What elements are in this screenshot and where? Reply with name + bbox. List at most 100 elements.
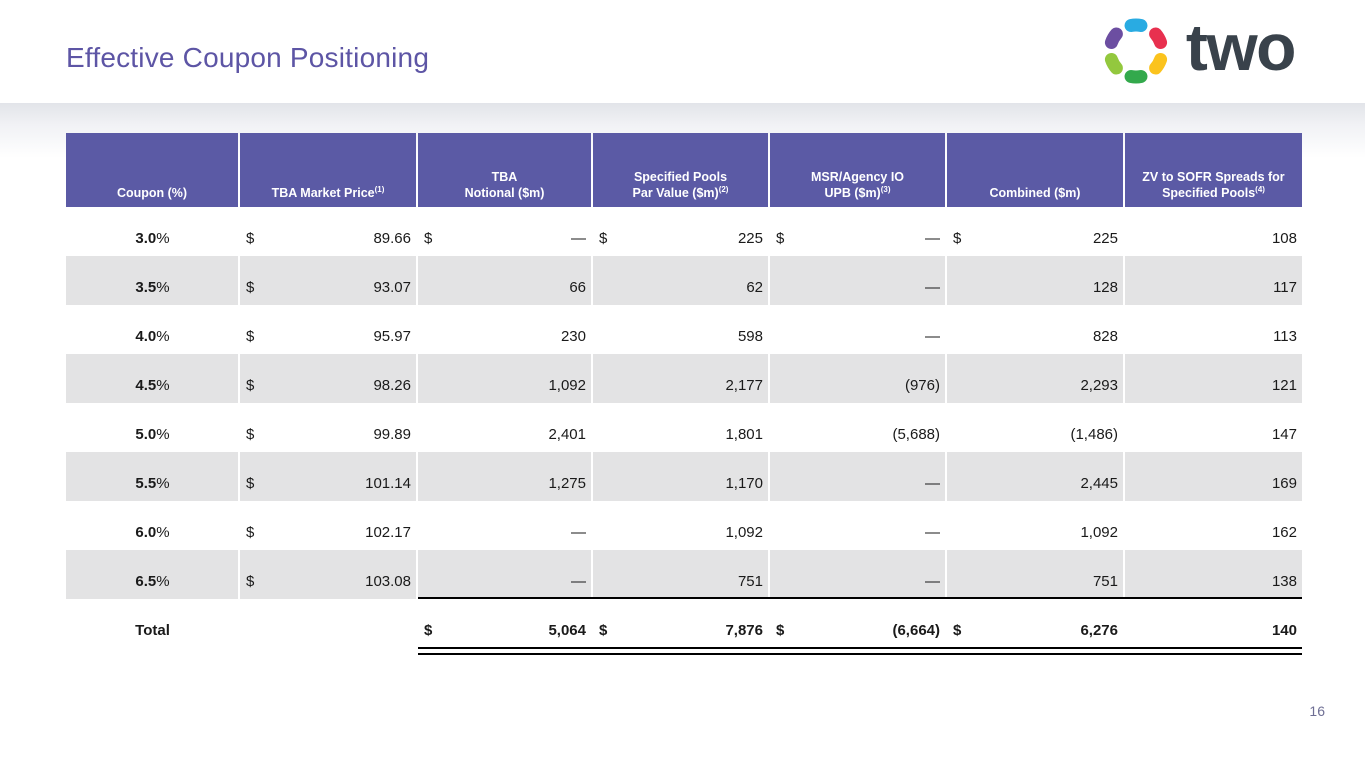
- value-cell: —: [770, 305, 945, 354]
- value-cell: 1,170: [593, 452, 768, 501]
- cell-value: 66: [569, 279, 586, 296]
- value-cell: —: [418, 501, 591, 550]
- value-cell: 1,092: [947, 501, 1123, 550]
- value-cell: $98.26: [240, 354, 416, 403]
- cell-value: 2,177: [725, 377, 763, 394]
- coupon-suffix: %: [156, 328, 170, 345]
- value-cell: 2,293: [947, 354, 1123, 403]
- coupon-cell: 5.0%: [66, 403, 238, 452]
- cell-value: —: [925, 524, 940, 541]
- cell-value: 2,445: [1080, 475, 1118, 492]
- total-value-cell: [240, 611, 416, 648]
- value-cell: $101.14: [240, 452, 416, 501]
- value-cell: $ —: [418, 207, 591, 256]
- cell-value: 138: [1271, 573, 1297, 590]
- column-header: Coupon (%): [66, 133, 238, 207]
- column-header: TBA Market Price(1): [240, 133, 416, 207]
- dollar-sign: $: [246, 524, 255, 541]
- column-header-footnote: (4): [1255, 184, 1265, 194]
- cell-value: —: [571, 230, 586, 247]
- coupon-cell: 6.5%: [66, 550, 238, 599]
- value-cell: (1,486): [947, 403, 1123, 452]
- value-cell: 2,401: [418, 403, 591, 452]
- cell-value: 140: [1271, 622, 1297, 639]
- coupon-value: 6.5: [135, 573, 157, 590]
- coupon-suffix: %: [156, 230, 170, 247]
- coupon-value: 3.0: [135, 230, 157, 247]
- cell-value: 230: [560, 328, 586, 345]
- dollar-sign: $: [424, 230, 433, 247]
- dollar-sign: $: [246, 377, 255, 394]
- cell-value: 128: [1092, 279, 1118, 296]
- cell-value: 103.08: [365, 573, 411, 590]
- value-cell: —: [770, 256, 945, 305]
- value-cell: 751: [947, 550, 1123, 599]
- value-cell: —: [770, 550, 945, 599]
- logo-arm-upper-right-icon: [1148, 27, 1167, 50]
- value-cell: 128: [947, 256, 1123, 305]
- cell-value: 6,276: [1080, 622, 1118, 639]
- cell-value: —: [925, 279, 940, 296]
- coupon-suffix: %: [156, 524, 170, 541]
- coupon-value: 4.0: [135, 328, 157, 345]
- column-header-line: Coupon (%): [116, 185, 188, 200]
- column-header-line: Combined ($m): [989, 185, 1081, 200]
- coupon-value: 6.0: [135, 524, 157, 541]
- cell-value: 1,092: [725, 524, 763, 541]
- value-cell: 1,275: [418, 452, 591, 501]
- coupon-cell: 5.5%: [66, 452, 238, 501]
- coupon-suffix: %: [156, 475, 170, 492]
- column-header-line: TBA Market Price(1): [271, 184, 385, 200]
- value-cell: —: [770, 452, 945, 501]
- cell-value: 102.17: [365, 524, 411, 541]
- value-cell: 108: [1125, 207, 1302, 256]
- column-header-footnote: (2): [718, 184, 729, 194]
- coupon-value: 5.5: [135, 475, 157, 492]
- coupon-value: 4.5: [135, 377, 157, 394]
- coupon-table-grid: Coupon (%) TBA Market Price(1) TBA Notional…: [66, 133, 1302, 655]
- dollar-sign: $: [776, 230, 785, 247]
- dollar-sign: $: [246, 475, 255, 492]
- coupon-table: Coupon (%) TBA Market Price(1) TBA Notional…: [66, 133, 1302, 655]
- cell-value: (1,486): [1070, 426, 1118, 443]
- column-header: TBA Notional ($m): [418, 133, 591, 207]
- cell-value: 225: [1092, 230, 1118, 247]
- cell-value: 117: [1273, 279, 1297, 296]
- value-cell: $225: [593, 207, 768, 256]
- dollar-sign: $: [246, 573, 255, 590]
- column-header-footnote: (1): [374, 184, 385, 194]
- total-value-cell: $ (6,664): [770, 611, 945, 648]
- coupon-suffix: %: [156, 573, 170, 590]
- coupon-suffix: %: [156, 279, 170, 296]
- cell-value: 2,401: [548, 426, 586, 443]
- logo-arm-upper-left-icon: [1104, 27, 1123, 50]
- value-cell: 169: [1125, 452, 1302, 501]
- value-cell: 117: [1125, 256, 1302, 305]
- coupon-cell: 6.0%: [66, 501, 238, 550]
- column-header-line: TBA: [491, 169, 518, 184]
- slide-body: Coupon (%) TBA Market Price(1) TBA Notional…: [0, 103, 1365, 768]
- value-cell: 162: [1125, 501, 1302, 550]
- cell-value: 598: [737, 328, 763, 345]
- slide-header: Effective Coupon Positioning two: [0, 0, 1365, 103]
- two-logo-mark: [1104, 18, 1167, 84]
- cell-value: 93.07: [373, 279, 411, 296]
- cell-value: 751: [1092, 573, 1118, 590]
- value-cell: $95.97: [240, 305, 416, 354]
- cell-value: 1,170: [725, 475, 763, 492]
- value-cell: (5,688): [770, 403, 945, 452]
- total-rule-double: [418, 647, 1302, 655]
- value-cell: $99.89: [240, 403, 416, 452]
- value-cell: —: [418, 550, 591, 599]
- coupon-cell: 4.5%: [66, 354, 238, 403]
- total-value-cell: 140: [1125, 611, 1302, 648]
- cell-value: 828: [1092, 328, 1118, 345]
- value-cell: 230: [418, 305, 591, 354]
- column-header-line: Specified Pools(4): [1162, 184, 1265, 200]
- value-cell: 828: [947, 305, 1123, 354]
- total-value-cell: $6,276: [947, 611, 1123, 648]
- total-rule-top: [418, 597, 1302, 599]
- value-cell: $225: [947, 207, 1123, 256]
- dollar-sign: $: [599, 622, 608, 639]
- value-cell: $89.66: [240, 207, 416, 256]
